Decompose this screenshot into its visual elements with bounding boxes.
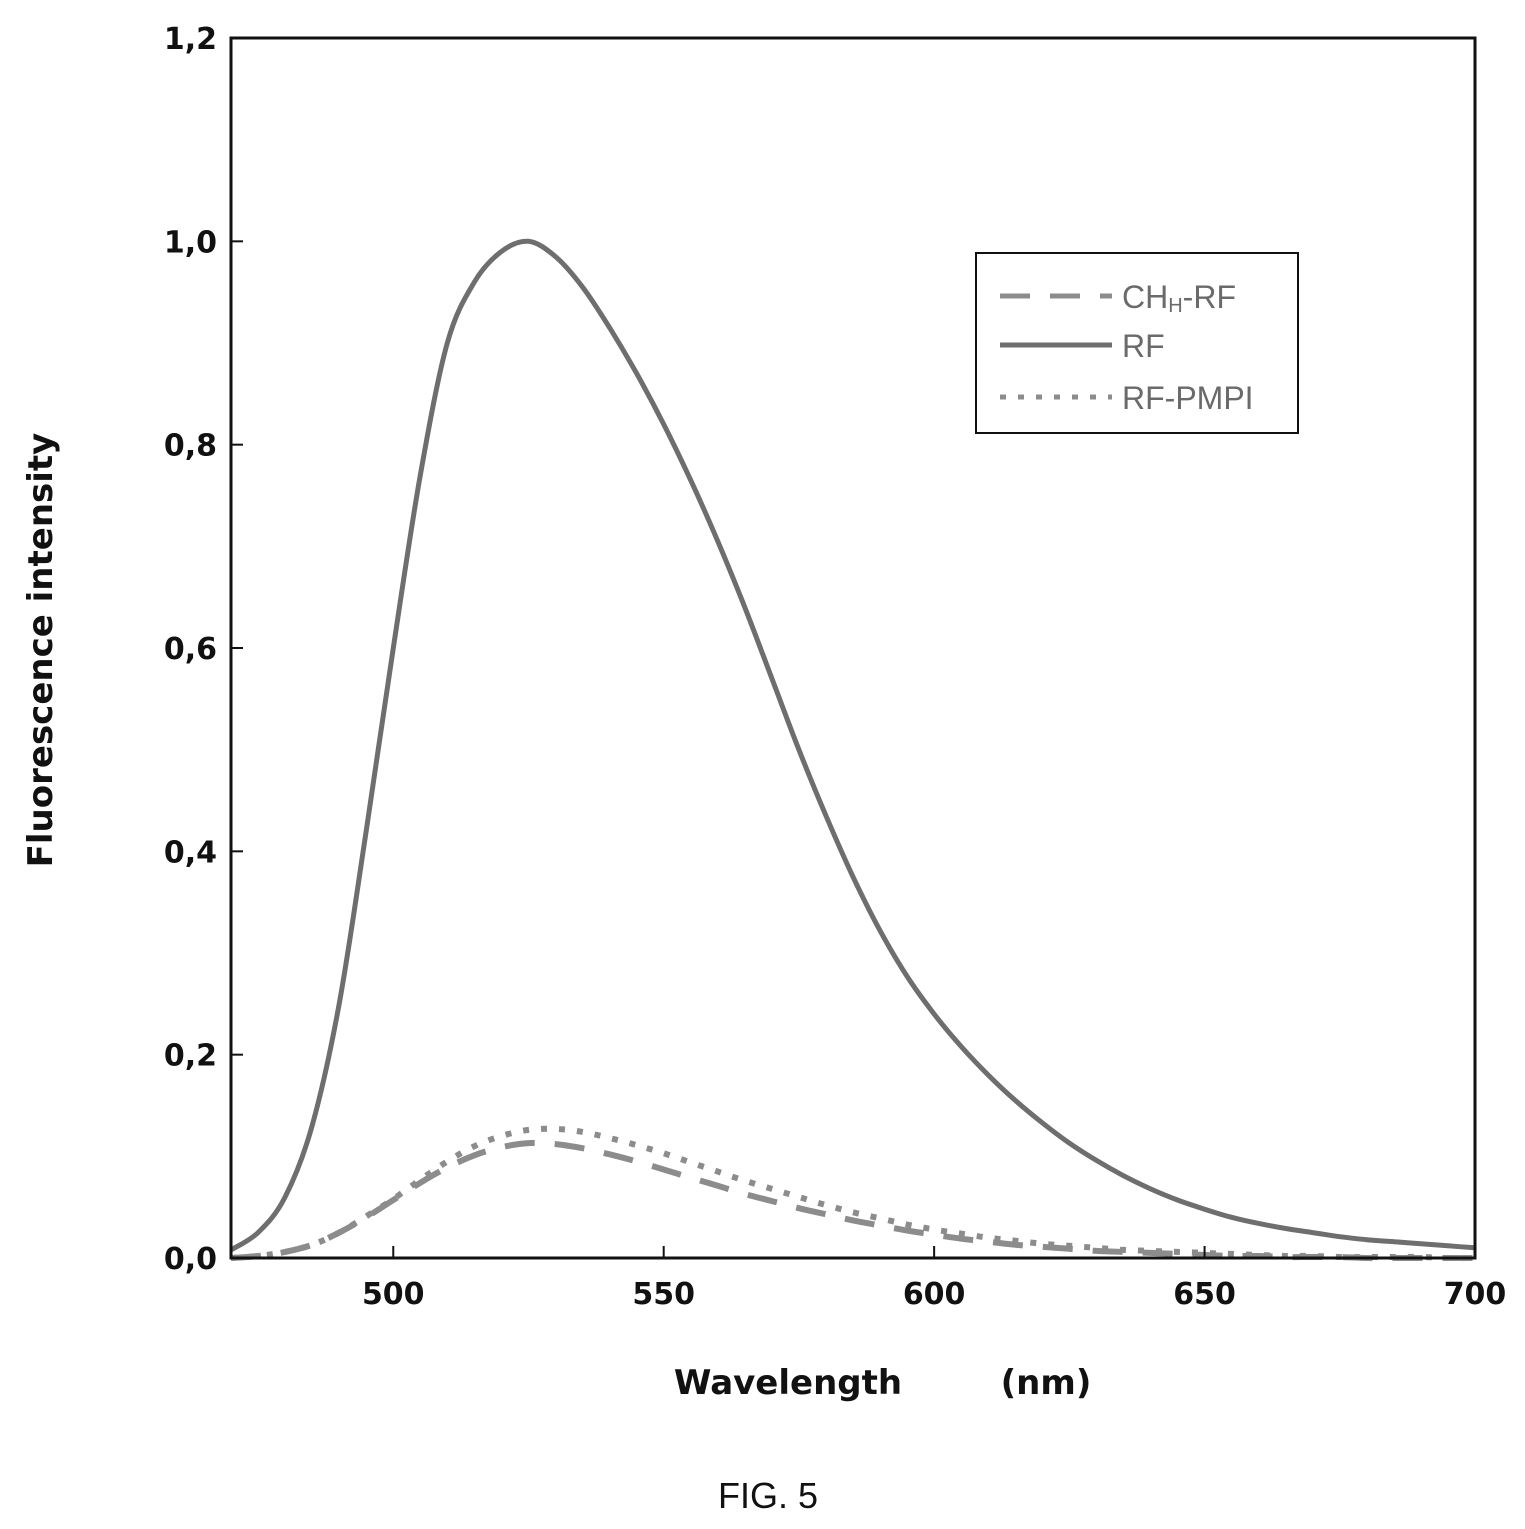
legend: CHH-RF RF RF-PMPI xyxy=(975,252,1299,434)
y-tick-label: 1,0 xyxy=(164,225,217,260)
y-tick-label: 1,2 xyxy=(164,22,217,57)
series-line-rf-pmpi xyxy=(230,1125,1476,1262)
figure-caption: FIG. 5 xyxy=(718,1475,818,1516)
series-line-chh-rf xyxy=(230,1139,1475,1262)
y-tick-label: 0,6 xyxy=(164,632,217,667)
y-axis-label: Fluorescence intensity xyxy=(21,433,61,868)
plot-curves xyxy=(229,238,1476,1262)
x-tick-label: 600 xyxy=(903,1277,966,1312)
x-axis: 500 550 600 650 700 xyxy=(362,1246,1506,1312)
x-tick-label: 650 xyxy=(1173,1277,1236,1312)
plot-frame xyxy=(229,36,1477,1260)
x-axis-label: Wavelength xyxy=(674,1363,902,1403)
legend-label-rf: RF xyxy=(1122,328,1165,364)
legend-label-rf-pmpi: RF-PMPI xyxy=(1122,380,1254,416)
y-tick-label: 0,4 xyxy=(164,835,217,870)
x-tick-label: 500 xyxy=(362,1277,425,1312)
legend-label-chh-rf: CHH-RF xyxy=(1122,279,1236,317)
y-axis: 0,0 0,2 0,4 0,6 0,8 1,0 1,2 xyxy=(164,22,243,1277)
y-tick-label: 0,0 xyxy=(164,1242,217,1277)
y-tick-label: 0,8 xyxy=(164,429,217,464)
series-line-rf xyxy=(229,238,1476,1253)
x-axis-unit: (nm) xyxy=(1001,1363,1092,1403)
x-tick-label: 700 xyxy=(1444,1277,1507,1312)
y-tick-label: 0,2 xyxy=(164,1039,217,1074)
x-tick-label: 550 xyxy=(632,1277,695,1312)
